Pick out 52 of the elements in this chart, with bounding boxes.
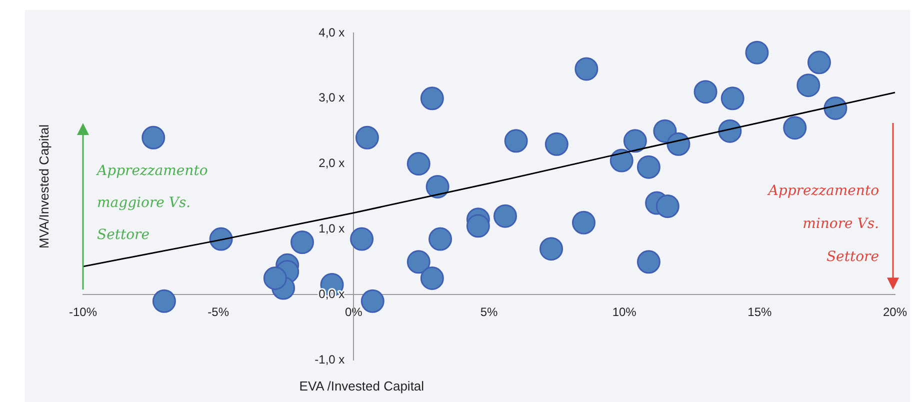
point: [694, 80, 718, 104]
y-tick-label: 1,0 x: [318, 222, 345, 236]
point: [540, 237, 564, 261]
point: [636, 155, 660, 179]
point: [209, 227, 233, 251]
point: [426, 174, 450, 198]
y-tick-label: 3,0 x: [318, 90, 345, 105]
point: [350, 227, 374, 251]
point: [360, 289, 384, 313]
y-tick-label: 2,0 x: [318, 156, 345, 170]
point: [807, 50, 831, 74]
y-tick-label: 4,0 x: [318, 25, 345, 40]
x-tick-label: 15%: [748, 305, 772, 320]
x-tick-label: 5%: [480, 305, 498, 320]
point: [466, 214, 490, 238]
x-tick-label: -5%: [208, 305, 230, 320]
point: [718, 119, 742, 143]
y-tick-label: -1,0 x: [314, 352, 345, 366]
point: [666, 132, 690, 156]
point: [428, 227, 452, 251]
point: [152, 289, 176, 313]
point: [623, 129, 647, 153]
point: [493, 204, 517, 228]
point: [406, 250, 430, 274]
annotation: Apprezzamento maggiore Vs. Settore: [95, 163, 208, 243]
point: [574, 57, 598, 81]
point: [290, 230, 314, 254]
point: [610, 148, 634, 172]
point: [504, 129, 528, 153]
y-axis-title: MVA/Invested Capital: [36, 124, 52, 249]
x-tick-label: -10%: [68, 305, 98, 320]
point: [783, 116, 807, 140]
point: [142, 126, 166, 150]
point: [745, 40, 769, 64]
point: [420, 86, 444, 110]
point: [824, 96, 848, 120]
point: [263, 266, 287, 290]
point: [656, 194, 680, 218]
point: [720, 86, 744, 110]
x-axis-title: EVA /Invested Capital: [299, 378, 424, 394]
x-tick-label: 20%: [882, 305, 908, 320]
point: [420, 266, 444, 290]
point: [355, 126, 379, 150]
point: [572, 210, 596, 234]
point: [406, 152, 430, 176]
point: [544, 132, 568, 156]
point: [796, 74, 820, 98]
x-tick-label: 10%: [612, 305, 637, 320]
point: [653, 119, 677, 143]
text: Apprezzamento minore Vs. Settore: [768, 183, 879, 265]
x-tick-label: 0%: [344, 305, 363, 320]
point: [636, 250, 660, 274]
